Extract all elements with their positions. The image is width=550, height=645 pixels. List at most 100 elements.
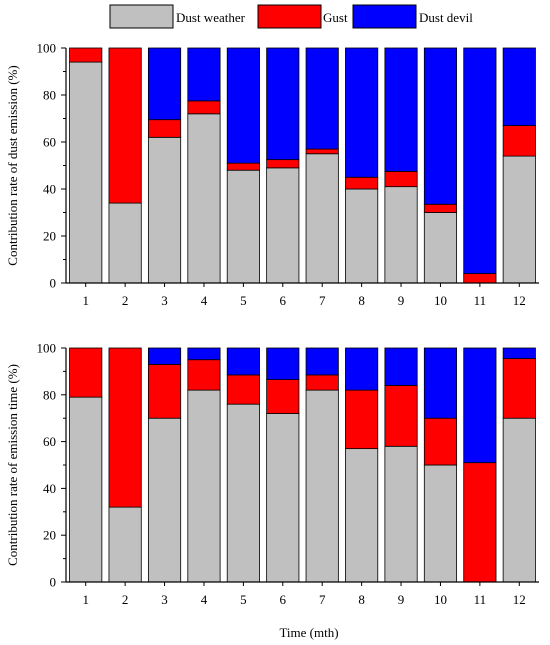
bar-dust-devil-top-10	[423, 47, 458, 205]
x-tick-label: 3	[161, 592, 168, 607]
x-tick-label: 5	[240, 293, 247, 308]
bar-gust-bottom-1	[69, 347, 103, 398]
bar-dust-weather-bottom-4	[187, 389, 221, 583]
bar-dust-devil-top-7	[305, 47, 339, 150]
bar-dust-devil-top-3	[147, 47, 182, 121]
bar-dust-weather-top-3	[147, 136, 182, 284]
bar-dust-devil-bottom-4	[187, 347, 221, 361]
x-tick-label: 4	[201, 592, 208, 607]
bar-gust-bottom-12	[502, 358, 536, 419]
bar-gust-bottom-8	[345, 389, 379, 450]
bar-gust-top-3	[147, 119, 182, 138]
bar-dust-devil-top-11	[463, 47, 497, 275]
chart-panel-dust-emission: 1 2 3 4 5 6 7 8 9 10 11 12020406080100Contribution …	[5, 41, 539, 308]
y-tick-label: 100	[37, 41, 57, 56]
bar-dust-devil-top-8	[345, 47, 379, 178]
x-tick-label: 5	[240, 592, 247, 607]
bar-gust-top-6	[266, 159, 300, 169]
bar-gust-top-7	[305, 148, 339, 155]
bar-gust-top-12	[502, 125, 536, 157]
x-tick-label: 6	[280, 592, 287, 607]
bar-dust-devil-top-9	[384, 47, 418, 172]
bar-gust-bottom-6	[266, 379, 300, 414]
bar-dust-devil-top-4	[187, 47, 221, 102]
bar-gust-bottom-10	[423, 417, 458, 466]
x-tick-label: 7	[319, 592, 326, 607]
x-tick-label: 9	[398, 293, 405, 308]
bar-dust-weather-top-12	[502, 155, 536, 284]
bar-gust-top-10	[423, 203, 458, 213]
bar-dust-weather-bottom-7	[305, 389, 339, 583]
bar-gust-bottom-2	[108, 347, 142, 508]
bar-dust-weather-bottom-3	[147, 417, 182, 583]
y-tick-label: 60	[43, 135, 56, 150]
bar-dust-weather-top-7	[305, 153, 339, 284]
bar-dust-devil-top-6	[266, 47, 300, 161]
bar-dust-weather-top-2	[108, 202, 142, 284]
bar-gust-bottom-4	[187, 359, 221, 391]
bar-dust-weather-top-8	[345, 188, 379, 284]
bar-gust-bottom-5	[226, 374, 260, 405]
bar-gust-top-5	[226, 162, 260, 171]
bar-dust-weather-bottom-9	[384, 445, 418, 583]
x-tick-label: 11	[474, 293, 487, 308]
bar-gust-top-11	[463, 273, 497, 284]
bar-dust-weather-bottom-1	[69, 396, 103, 583]
bar-gust-top-8	[345, 176, 379, 190]
legend-swatch-dust-weather	[109, 4, 174, 29]
x-tick-label: 6	[280, 293, 287, 308]
bar-dust-weather-bottom-5	[226, 403, 260, 583]
legend: Dust weather Gust Dust devil	[109, 4, 473, 29]
bar-dust-weather-top-4	[187, 113, 221, 284]
x-tick-label: 1	[82, 592, 89, 607]
y-axis-label: Contribution rate of dust emission (%)	[5, 65, 20, 265]
bar-dust-weather-top-10	[423, 212, 458, 284]
bar-gust-bottom-9	[384, 385, 418, 447]
x-tick-label: 10	[434, 592, 447, 607]
bar-dust-devil-bottom-9	[384, 347, 418, 386]
y-tick-label: 60	[43, 434, 56, 449]
x-tick-label: 10	[434, 293, 447, 308]
y-tick-label: 0	[50, 575, 57, 590]
y-tick-label: 20	[43, 229, 56, 244]
x-tick-label: 11	[474, 592, 487, 607]
bar-dust-devil-bottom-3	[147, 347, 182, 365]
y-tick-label: 0	[50, 276, 57, 291]
legend-label-gust: Gust	[323, 10, 348, 25]
x-tick-label: 8	[358, 293, 365, 308]
x-tick-label: 4	[201, 293, 208, 308]
bar-dust-devil-bottom-6	[266, 347, 300, 380]
x-axis-label: Time (mth)	[279, 625, 338, 640]
legend-swatch-gust	[257, 4, 322, 29]
chart-panel-emission-time: 1 2 3 4 5 6 7 8 9 10 11 12020406080100Contribution …	[5, 341, 539, 607]
bar-dust-devil-bottom-7	[305, 347, 339, 376]
bar-dust-weather-bottom-10	[423, 464, 458, 583]
x-tick-label: 2	[122, 293, 129, 308]
legend-label-dust-weather: Dust weather	[176, 10, 246, 25]
y-tick-label: 40	[43, 481, 56, 496]
bar-dust-weather-bottom-2	[108, 506, 142, 583]
bar-gust-top-1	[69, 47, 103, 63]
bar-dust-devil-bottom-10	[423, 347, 458, 419]
y-tick-label: 80	[43, 387, 56, 402]
bar-dust-devil-bottom-11	[463, 347, 497, 464]
x-tick-label: 3	[161, 293, 168, 308]
x-tick-label: 8	[358, 592, 365, 607]
x-tick-label: 2	[122, 592, 129, 607]
bar-dust-weather-top-1	[69, 61, 103, 284]
bar-dust-weather-top-5	[226, 169, 260, 284]
bar-dust-devil-bottom-12	[502, 347, 536, 359]
x-tick-label: 7	[319, 293, 326, 308]
bar-gust-bottom-7	[305, 374, 339, 391]
bar-dust-devil-bottom-5	[226, 347, 260, 376]
bar-gust-top-4	[187, 100, 221, 115]
x-tick-label: 1	[82, 293, 89, 308]
bar-gust-bottom-3	[147, 363, 182, 419]
bar-gust-top-2	[108, 47, 142, 204]
legend-swatch-dust-devil	[352, 4, 417, 29]
bar-gust-top-9	[384, 170, 418, 188]
bar-dust-devil-top-5	[226, 47, 260, 164]
bar-gust-bottom-11	[463, 462, 497, 583]
x-tick-label: 9	[398, 592, 405, 607]
